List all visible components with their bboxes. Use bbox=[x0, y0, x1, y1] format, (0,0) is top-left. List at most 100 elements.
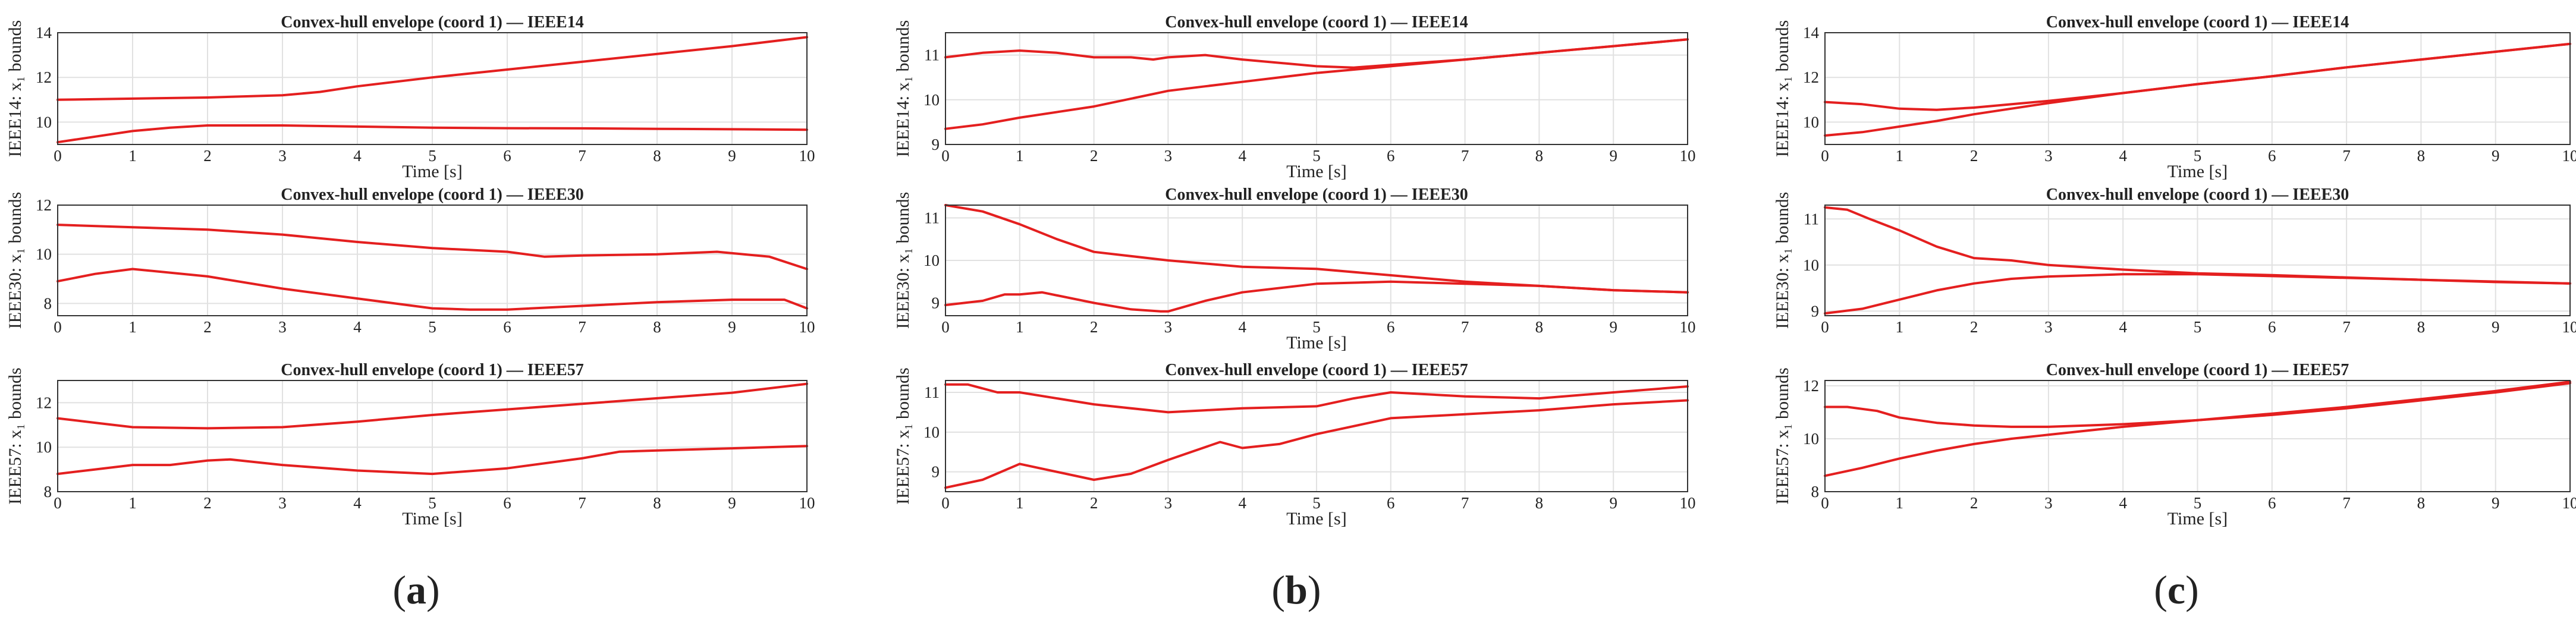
y-axis-label: IEEE57: x₁ bounds bbox=[893, 367, 913, 504]
y-axis-label: IEEE30: x₁ bounds bbox=[5, 192, 25, 329]
series-line-upper bbox=[56, 382, 808, 430]
x-tick-label: 8 bbox=[2417, 494, 2426, 512]
x-tick-label: 2 bbox=[1970, 147, 1978, 165]
x-tick-label: 6 bbox=[2268, 494, 2276, 512]
x-tick-label: 1 bbox=[1016, 318, 1024, 336]
x-tick-label: 4 bbox=[1238, 147, 1246, 165]
series-line-upper bbox=[56, 224, 808, 271]
x-tick-label: 5 bbox=[1312, 147, 1321, 165]
x-tick-label: 0 bbox=[54, 318, 62, 336]
plot-frame bbox=[1824, 32, 2571, 145]
y-tick-label: 8 bbox=[44, 483, 52, 501]
x-tick-label: 5 bbox=[428, 318, 436, 336]
x-tick-label: 9 bbox=[2492, 318, 2500, 336]
x-tick-label: 7 bbox=[578, 318, 586, 336]
y-tick-label: 14 bbox=[1803, 24, 1820, 42]
x-axis-label: Time [s] bbox=[2167, 162, 2228, 181]
x-tick-label: 2 bbox=[1090, 147, 1098, 165]
plot-frame bbox=[1824, 380, 2571, 492]
x-tick-label: 4 bbox=[2119, 318, 2127, 336]
y-axis-label: IEEE14: x₁ bounds bbox=[1773, 20, 1792, 157]
x-tick-label: 9 bbox=[728, 318, 736, 336]
y-axis-label: IEEE14: x₁ bounds bbox=[893, 20, 913, 157]
x-tick-label: 2 bbox=[203, 318, 212, 336]
x-tick-label: 3 bbox=[278, 318, 287, 336]
x-tick-label: 0 bbox=[1821, 494, 1829, 512]
x-axis-label: Time [s] bbox=[2167, 509, 2228, 529]
y-tick-label: 10 bbox=[1803, 430, 1819, 448]
x-tick-label: 10 bbox=[799, 494, 815, 512]
series-line-lower bbox=[56, 268, 808, 311]
chart-title: Convex-hull envelope (coord 1) — IEEE30 bbox=[281, 185, 583, 204]
y-tick-label: 10 bbox=[1803, 256, 1819, 274]
x-tick-label: 7 bbox=[1461, 147, 1469, 165]
y-tick-label: 14 bbox=[36, 24, 52, 42]
x-tick-label: 1 bbox=[128, 147, 137, 165]
x-tick-label: 6 bbox=[503, 147, 511, 165]
x-tick-label: 3 bbox=[2044, 147, 2053, 165]
series-line-lower bbox=[944, 38, 1689, 130]
y-tick-label: 10 bbox=[923, 423, 940, 441]
x-tick-label: 8 bbox=[653, 494, 661, 512]
plot-frame bbox=[945, 32, 1688, 145]
x-tick-label: 5 bbox=[1312, 318, 1321, 336]
x-tick-label: 1 bbox=[1896, 318, 1904, 336]
x-tick-label: 10 bbox=[1680, 147, 1696, 165]
x-tick-label: 7 bbox=[1461, 318, 1469, 336]
x-tick-label: 3 bbox=[1164, 147, 1173, 165]
x-tick-label: 8 bbox=[2417, 147, 2426, 165]
y-tick-label: 10 bbox=[923, 251, 940, 269]
y-axis-label: IEEE30: x₁ bounds bbox=[1773, 192, 1792, 329]
x-tick-label: 4 bbox=[2119, 147, 2127, 165]
x-tick-label: 2 bbox=[1970, 494, 1978, 512]
x-tick-label: 9 bbox=[1609, 494, 1617, 512]
x-tick-label: 5 bbox=[428, 147, 436, 165]
chart-title: Convex-hull envelope (coord 1) — IEEE57 bbox=[281, 361, 583, 379]
series-line-upper bbox=[1824, 382, 2571, 428]
x-tick-label: 1 bbox=[128, 494, 137, 512]
x-tick-label: 7 bbox=[2342, 494, 2351, 512]
x-tick-label: 3 bbox=[278, 147, 287, 165]
y-axis-label: IEEE14: x₁ bounds bbox=[5, 20, 25, 157]
x-tick-label: 8 bbox=[1535, 147, 1544, 165]
plot-frame bbox=[945, 380, 1688, 492]
x-tick-label: 6 bbox=[2268, 318, 2276, 336]
x-tick-label: 1 bbox=[1016, 147, 1024, 165]
chart-title: Convex-hull envelope (coord 1) — IEEE14 bbox=[2046, 13, 2349, 32]
x-tick-label: 0 bbox=[941, 494, 950, 512]
series-line-upper bbox=[944, 383, 1689, 414]
y-tick-label: 10 bbox=[36, 113, 52, 131]
plot-frame bbox=[57, 380, 808, 492]
x-tick-label: 9 bbox=[728, 147, 736, 165]
x-tick-label: 9 bbox=[1609, 147, 1617, 165]
series-line-lower bbox=[1824, 380, 2571, 477]
x-tick-label: 0 bbox=[54, 147, 62, 165]
x-tick-label: 2 bbox=[1090, 318, 1098, 336]
x-tick-label: 4 bbox=[1238, 494, 1246, 512]
y-tick-label: 12 bbox=[36, 68, 52, 86]
sublabel-b: (b) bbox=[1271, 567, 1321, 612]
x-tick-label: 6 bbox=[1387, 494, 1395, 512]
x-tick-label: 5 bbox=[2194, 147, 2202, 165]
x-tick-label: 4 bbox=[1238, 318, 1246, 336]
x-tick-label: 10 bbox=[1680, 318, 1696, 336]
sublabel-a: (a) bbox=[392, 567, 439, 612]
y-tick-label: 11 bbox=[924, 383, 940, 401]
x-tick-label: 8 bbox=[653, 318, 661, 336]
chart-title: Convex-hull envelope (coord 1) — IEEE30 bbox=[2046, 185, 2349, 204]
x-tick-label: 0 bbox=[54, 494, 62, 512]
x-axis-label: Time [s] bbox=[402, 162, 462, 181]
sublabel-c: (c) bbox=[2154, 567, 2199, 612]
chart-panel: 0 1 2 3 4 5 6 7 8 9 10 9 10 11 Convex-hull envelope (c… bbox=[1773, 185, 2576, 336]
chart-panel: 0 1 2 3 4 5 6 7 8 9 10 9 10 11 Convex-hull envelope (c… bbox=[893, 361, 1696, 529]
x-tick-label: 10 bbox=[1680, 494, 1696, 512]
series-line-lower bbox=[944, 280, 1689, 313]
x-tick-label: 10 bbox=[2562, 318, 2576, 336]
x-tick-label: 9 bbox=[2492, 494, 2500, 512]
x-tick-label: 6 bbox=[503, 318, 511, 336]
plot-frame bbox=[1824, 205, 2571, 316]
x-tick-label: 10 bbox=[799, 147, 815, 165]
